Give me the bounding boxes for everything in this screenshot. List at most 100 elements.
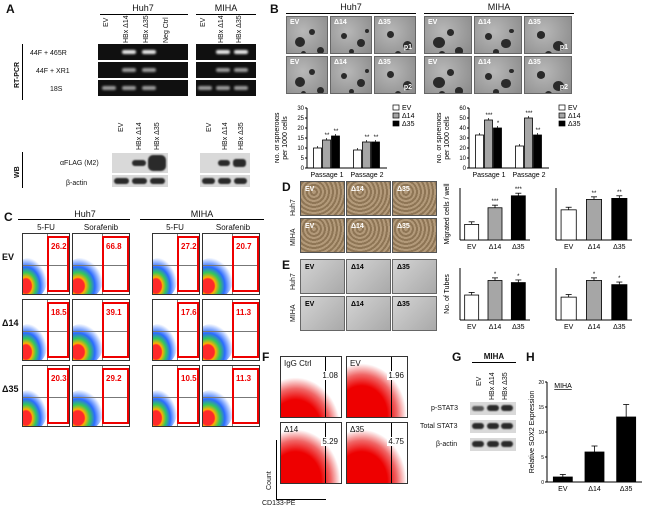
significance-label: **: [592, 191, 597, 197]
panel-h-letter: H: [526, 350, 535, 364]
passage-label: p2: [403, 84, 412, 91]
image-label: Δ35: [397, 186, 410, 193]
y-tick-label: 20: [459, 146, 466, 152]
panel-d-row-huh7: Huh7: [290, 199, 297, 216]
y-tick-label: 30: [297, 106, 304, 112]
legend-swatch: [558, 112, 566, 119]
panel-c-title-miha: MIHA: [190, 209, 214, 219]
g-lane-ev: EV: [476, 376, 483, 386]
lane-negctrl: Neg Ctrl: [163, 17, 170, 43]
significance-label: ***: [485, 113, 493, 119]
panel-b-title-miha: MIHA: [487, 2, 511, 12]
significance-label: **: [325, 133, 330, 139]
wb-lane-ev-miha: EV: [206, 122, 213, 132]
y-tick-label: 30: [459, 136, 466, 142]
y-tick-label: 40: [459, 126, 466, 132]
legend-label: EV: [402, 105, 412, 112]
significance-label: **: [365, 135, 370, 141]
g-lane-14: HBx Δ14: [489, 372, 496, 400]
panel-f-letter: F: [262, 350, 270, 364]
significance-label: *: [593, 272, 596, 278]
lane-hbx35: HBx Δ35: [143, 15, 150, 43]
image-label: EV: [305, 264, 315, 271]
image-label: Δ14: [351, 186, 364, 193]
category-label: Δ14: [588, 486, 601, 493]
spheroid-image-label: EV: [428, 19, 438, 26]
lane-hbx14-miha: HBx Δ14: [218, 15, 225, 43]
flow-plot: 18.5: [22, 299, 70, 361]
spheroid-image-label: Δ14: [478, 19, 491, 26]
category-label: Δ35: [613, 324, 626, 331]
cd133-flow-plot: EV 1.96: [346, 356, 408, 418]
cd133-flow-plot: IgG Ctrl 1.08: [280, 356, 342, 418]
panel-c-title-huh7: Huh7: [74, 209, 96, 219]
gel-miha-row2: [196, 62, 256, 78]
migration-image: Δ14: [346, 218, 391, 253]
rtpcr-row-2: 44F + XR1: [36, 68, 70, 75]
flow-plot: 66.8: [72, 233, 130, 295]
wb-lane-hbx14-miha: HBx Δ14: [222, 122, 229, 150]
y-axis-label: Migrated cells / well: [444, 183, 451, 245]
category-label: Passage 1: [310, 172, 343, 179]
panel-b-title-huh7: Huh7: [340, 2, 362, 12]
y-tick-label: 5: [301, 156, 305, 162]
rtpcr-label: RT-PCR: [14, 61, 21, 88]
bar: [510, 195, 526, 241]
legend-swatch: [558, 120, 566, 127]
bar: [371, 141, 380, 169]
category-label: Δ14: [489, 244, 502, 251]
bar: [611, 284, 628, 321]
panel-e-row-miha: MIHA: [290, 304, 297, 323]
gate-percent: 27.2: [181, 242, 197, 251]
flow-plot-value: 4.75: [387, 437, 405, 446]
bar: [487, 207, 503, 241]
flow-plot-value: 5.29: [321, 437, 339, 446]
panel-g-letter: G: [452, 350, 462, 364]
gel-huh7-row2: [98, 62, 188, 78]
flow-plot: 39.1: [72, 299, 130, 361]
gate-box: [177, 236, 199, 292]
spheroid-image-label: EV: [290, 59, 300, 66]
bar: [586, 280, 603, 321]
gate-percent: 17.6: [181, 308, 197, 317]
migration-image: Δ35: [392, 218, 437, 253]
gate-box: [102, 236, 129, 292]
panel-c-drug-1-miha: 5-FU: [166, 223, 184, 232]
category-label: Δ35: [620, 486, 633, 493]
image-label: Δ35: [397, 301, 410, 308]
flow-plot: 20.7: [202, 233, 260, 295]
spheroid-image: Δ14: [474, 16, 522, 54]
wb-row-1: αFLAG (M2): [60, 160, 99, 167]
rtpcr-row-3: 18S: [50, 86, 63, 93]
flow-plot: 26.2: [22, 233, 70, 295]
flow-plot: 20.3: [22, 365, 70, 427]
legend-label: Δ35: [568, 121, 581, 128]
wb-lane-hbx14: HBx Δ14: [136, 122, 143, 150]
lane-ev: EV: [103, 17, 110, 27]
bar: [464, 294, 480, 321]
category-label: EV: [564, 324, 574, 331]
migration-image: Δ14: [346, 181, 391, 216]
flow-plot: 10.5: [152, 365, 200, 427]
passage-label: p1: [559, 44, 568, 51]
legend-label: EV: [568, 105, 578, 112]
gate-box: [47, 368, 69, 424]
bar: [475, 134, 484, 169]
panel-c-drug-1-huh7: 5-FU: [37, 223, 55, 232]
spheroid-image-label: EV: [290, 19, 300, 26]
y-tick-label: 15: [297, 136, 304, 142]
legend-label: Δ14: [568, 113, 581, 120]
tube-image: EV: [300, 259, 345, 294]
y-tick-label: 50: [459, 116, 466, 122]
spheroid-image: Δ14: [474, 56, 522, 94]
g-row-actin: β-actin: [436, 441, 458, 448]
y-tick-label: 10: [538, 430, 544, 436]
cd133-flow-plot: Δ35 4.75: [346, 422, 408, 484]
bar: [616, 416, 637, 483]
spheroid-image-label: Δ14: [478, 59, 491, 66]
lane-hbx14: HBx Δ14: [123, 15, 130, 43]
gate-box: [232, 302, 259, 358]
wb-miha-actin: [200, 175, 250, 187]
panel-c-drug-2-huh7: Sorafenib: [83, 223, 119, 232]
